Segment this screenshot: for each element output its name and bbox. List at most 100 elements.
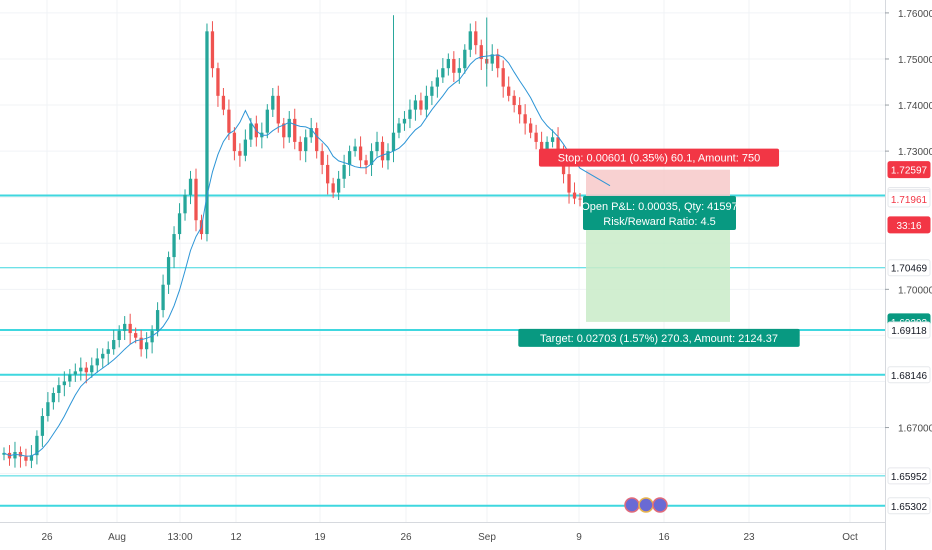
candle xyxy=(271,87,275,118)
stop-label-text: Stop: 0.00601 (0.35%) 60.1, Amount: 750 xyxy=(558,153,760,165)
candle xyxy=(380,136,385,168)
candle-body xyxy=(496,54,500,69)
position-zones[interactable] xyxy=(586,169,730,322)
candle xyxy=(479,39,483,71)
candle-body xyxy=(408,109,412,119)
candle xyxy=(183,189,187,221)
candle xyxy=(117,325,121,348)
candle xyxy=(578,193,582,207)
candle-body xyxy=(40,416,45,436)
time-axis[interactable]: 26 Aug 13:00 12 19 26 Sep 9 16 23 Oct xyxy=(0,522,885,550)
candle-body xyxy=(342,164,346,179)
candle-body xyxy=(298,141,302,152)
candlestick-series xyxy=(2,15,582,469)
candle-body xyxy=(413,100,418,110)
candle xyxy=(46,392,50,422)
candle-body xyxy=(271,95,275,110)
price-badge-bg xyxy=(887,467,931,485)
candle-body xyxy=(326,164,330,184)
position-labels: Stop: 0.00601 (0.35%) 60.1, Amount: 750 O… xyxy=(518,148,800,347)
candle xyxy=(79,357,83,381)
candle-body xyxy=(539,141,544,152)
candle xyxy=(265,104,269,139)
candle xyxy=(29,445,34,469)
candle-body xyxy=(507,86,511,96)
pnl-label-bg xyxy=(583,196,736,230)
y-tick-label: 1.74000 xyxy=(898,101,932,112)
stop-label: Stop: 0.00601 (0.35%) 60.1, Amount: 750 xyxy=(538,148,780,167)
candle xyxy=(496,48,500,78)
candle-body xyxy=(567,174,571,193)
candle-body xyxy=(276,95,280,124)
candle-body xyxy=(293,118,297,142)
candle xyxy=(518,97,522,124)
candle-body xyxy=(315,128,319,152)
candle-body xyxy=(556,137,560,152)
candle xyxy=(315,122,319,159)
candle-body xyxy=(79,367,83,372)
candle xyxy=(2,447,6,461)
candle xyxy=(413,94,418,121)
candle-body xyxy=(386,151,390,161)
candle-body xyxy=(545,141,549,152)
candle xyxy=(523,104,527,135)
stop-loss-zone[interactable] xyxy=(586,169,730,199)
candle xyxy=(572,182,577,205)
price-badge-stop[interactable]: 1.72597 xyxy=(887,161,931,179)
candle xyxy=(402,111,407,131)
candle-body xyxy=(139,337,143,350)
price-badge-line[interactable]: 1.68146 xyxy=(887,366,931,384)
candle xyxy=(232,127,237,161)
candle-body xyxy=(95,358,99,366)
candle xyxy=(139,329,143,357)
candle xyxy=(282,117,286,149)
price-badge-text: 1.65302 xyxy=(891,502,928,513)
price-badge-timer[interactable]: 33:16 xyxy=(887,216,931,234)
candle xyxy=(221,87,226,116)
candle-body xyxy=(188,178,193,195)
candle xyxy=(35,430,39,465)
horizontal-levels[interactable] xyxy=(0,194,885,507)
candle xyxy=(166,251,171,294)
price-badge-bg xyxy=(887,216,931,234)
candle xyxy=(243,129,248,162)
candle xyxy=(123,316,127,341)
price-badge-line[interactable]: 1.70469 xyxy=(887,259,931,277)
price-badge-line[interactable]: 1.65952 xyxy=(887,467,931,485)
candle xyxy=(18,446,23,468)
candle-body xyxy=(369,151,374,165)
candle-body xyxy=(430,86,434,96)
x-tick-label: 19 xyxy=(314,532,326,543)
candle-body xyxy=(123,323,127,331)
candle-body xyxy=(463,49,467,69)
candle-body xyxy=(144,342,149,350)
candle-body xyxy=(331,183,335,193)
stop-label-bg xyxy=(538,148,780,167)
candle-body xyxy=(402,118,407,124)
price-axis[interactable]: 1.76000 1.75000 1.74000 1.73000 1.70000 1.670… xyxy=(885,0,932,550)
moving-average-line xyxy=(3,54,611,457)
price-badge-bg xyxy=(887,161,931,179)
candle xyxy=(512,90,516,113)
candle-body xyxy=(210,31,215,69)
target-label-bg xyxy=(518,328,800,347)
y-tick-label: 1.70000 xyxy=(898,285,932,296)
candle xyxy=(84,362,88,384)
x-tick-label: 26 xyxy=(41,532,53,543)
candle xyxy=(210,21,215,78)
candle-body xyxy=(13,451,17,459)
candle xyxy=(353,138,357,157)
candle xyxy=(144,332,149,359)
price-badge-line[interactable]: 1.69118 xyxy=(887,321,931,339)
candle xyxy=(435,69,440,98)
candle-body xyxy=(419,100,423,110)
candle-body xyxy=(512,95,516,106)
candle xyxy=(304,129,308,163)
candle-body xyxy=(249,123,253,140)
candle xyxy=(51,387,56,410)
event-markers[interactable] xyxy=(624,497,668,513)
price-badge-line[interactable]: 1.65302 xyxy=(887,497,931,515)
price-badge-entry[interactable]: 1.71961 xyxy=(887,190,931,208)
price-badge-text: 1.68146 xyxy=(891,371,928,382)
